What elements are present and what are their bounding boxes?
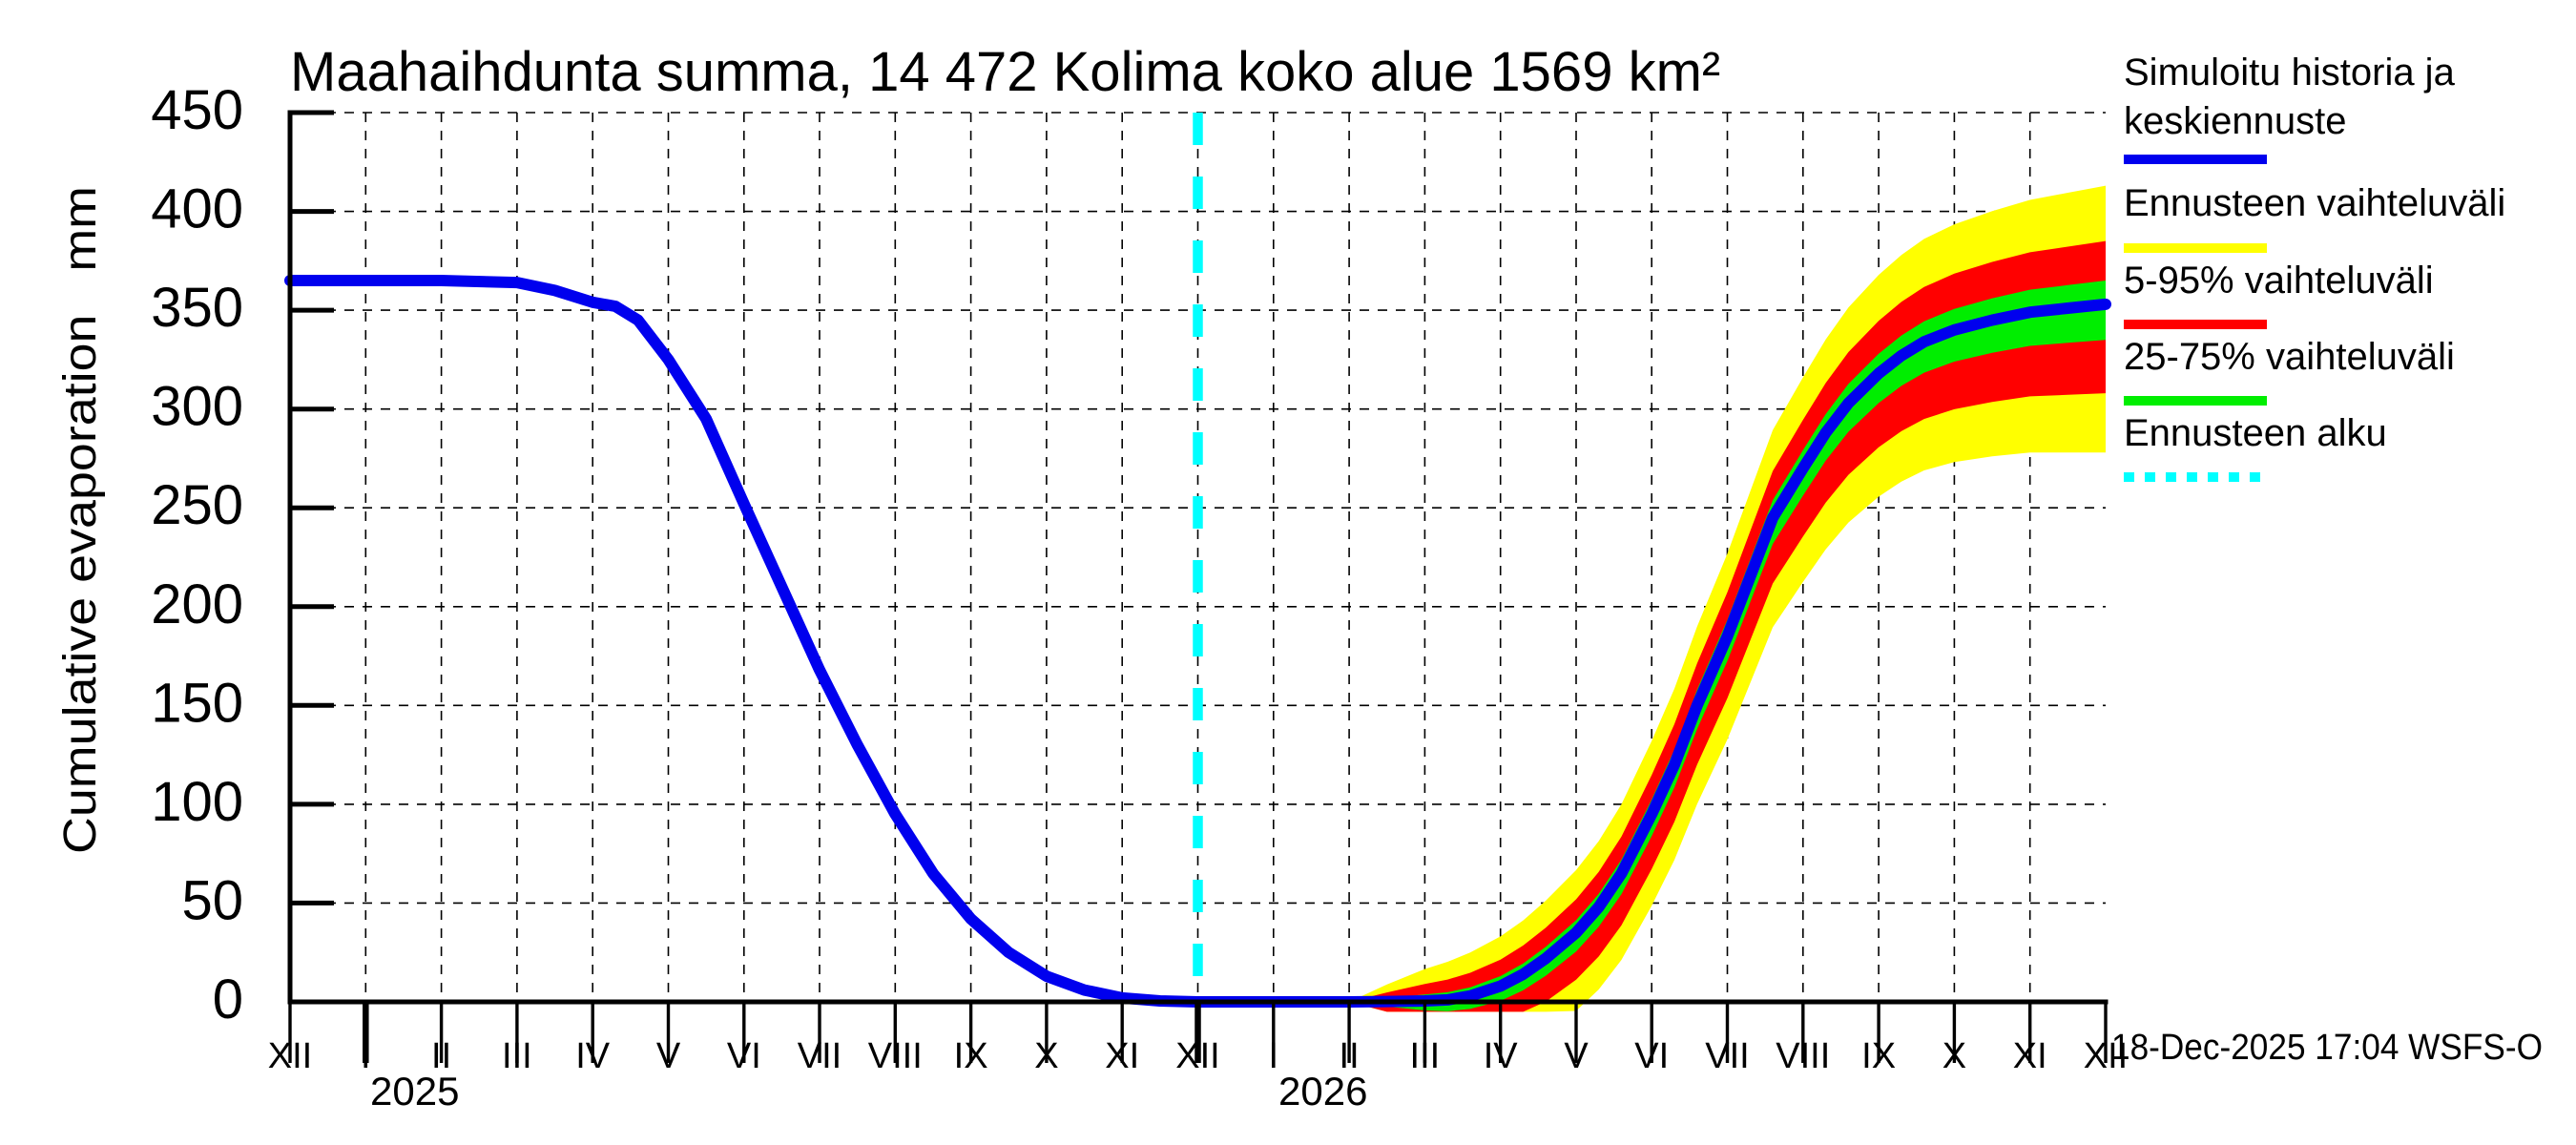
svg-text:0: 0 (213, 968, 243, 1030)
svg-text:I: I (1269, 1036, 1279, 1076)
svg-text:VII: VII (1705, 1036, 1749, 1076)
svg-text:Simuloitu historia ja: Simuloitu historia ja (2124, 52, 2456, 94)
svg-text:50: 50 (181, 869, 243, 931)
svg-text:25-75% vaihteluväli: 25-75% vaihteluväli (2124, 336, 2455, 378)
svg-text:III: III (1410, 1036, 1441, 1076)
svg-text:VII: VII (798, 1036, 841, 1076)
svg-text:Ennusteen vaihteluväli: Ennusteen vaihteluväli (2124, 182, 2505, 224)
svg-text:VI: VI (1634, 1036, 1669, 1076)
svg-text:2025: 2025 (370, 1069, 459, 1114)
svg-text:IX: IX (1861, 1036, 1896, 1076)
svg-text:5-95% vaihteluväli: 5-95% vaihteluväli (2124, 260, 2434, 302)
svg-text:VIII: VIII (1776, 1036, 1830, 1076)
svg-text:IV: IV (1484, 1036, 1519, 1076)
svg-text:X: X (1942, 1036, 1966, 1076)
svg-text:XI: XI (2013, 1036, 2047, 1076)
svg-text:100: 100 (151, 771, 243, 833)
svg-text:X: X (1034, 1036, 1058, 1076)
svg-text:350: 350 (151, 277, 243, 339)
svg-text:450: 450 (151, 79, 243, 141)
svg-text:keskiennuste: keskiennuste (2124, 100, 2346, 142)
svg-text:300: 300 (151, 376, 243, 438)
svg-text:Ennusteen alku: Ennusteen alku (2124, 412, 2387, 454)
svg-text:XII: XII (1175, 1036, 1219, 1076)
svg-text:III: III (502, 1036, 532, 1076)
svg-text:Cumulative evaporation mm: Cumulative evaporation mm (55, 186, 106, 854)
svg-text:VIII: VIII (868, 1036, 923, 1076)
svg-text:XII: XII (268, 1036, 312, 1076)
svg-text:Maahaihdunta summa, 14 472 Kol: Maahaihdunta summa, 14 472 Kolima koko a… (290, 41, 1720, 103)
svg-text:V: V (1564, 1036, 1589, 1076)
svg-text:18-Dec-2025 17:04 WSFS-O: 18-Dec-2025 17:04 WSFS-O (2111, 1028, 2543, 1068)
svg-text:VI: VI (727, 1036, 761, 1076)
svg-text:250: 250 (151, 474, 243, 536)
svg-text:I: I (361, 1036, 371, 1076)
svg-text:IX: IX (954, 1036, 988, 1076)
svg-text:IV: IV (575, 1036, 611, 1076)
svg-text:400: 400 (151, 178, 243, 240)
svg-text:2026: 2026 (1278, 1069, 1367, 1114)
svg-text:XI: XI (1105, 1036, 1139, 1076)
svg-text:200: 200 (151, 573, 243, 635)
svg-text:150: 150 (151, 672, 243, 734)
svg-text:V: V (656, 1036, 681, 1076)
